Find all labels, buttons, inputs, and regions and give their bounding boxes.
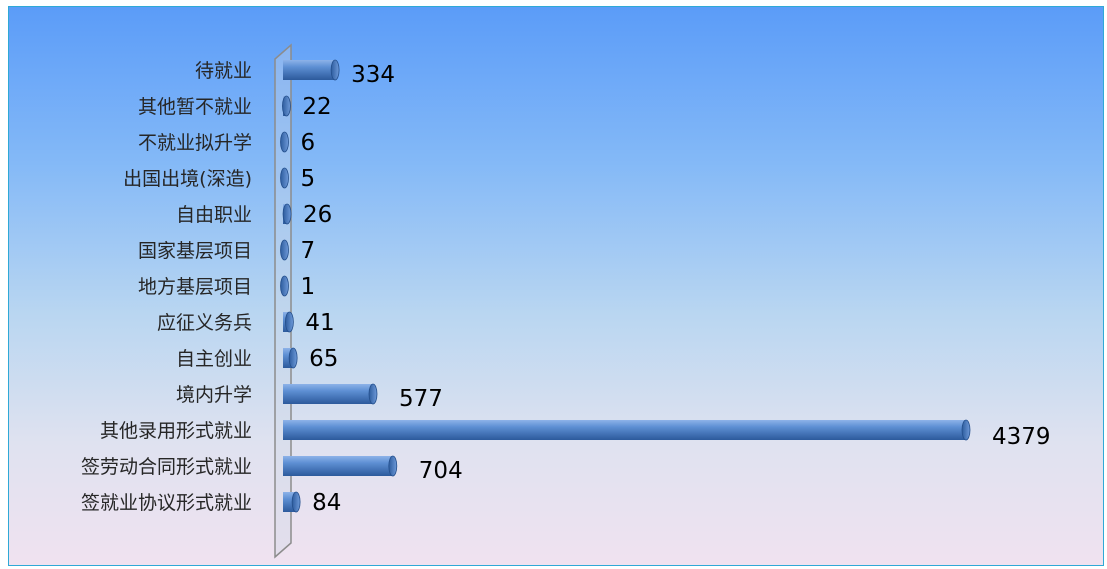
category-label-1: 待就业 [195, 60, 252, 82]
category-label-7: 地方基层项目 [138, 276, 252, 298]
category-label-10: 境内升学 [176, 384, 252, 406]
axis-back-panel [274, 43, 292, 559]
chart-frame: 待就业其他暂不就业 不就业拟升学出国出境(深造) 自由职业国家基层项目 地方基层项目应… [8, 6, 1104, 566]
bar-1-cap [330, 59, 340, 81]
value-label-2: 22 [302, 94, 331, 120]
category-label-11: 其他录用形式就业 [100, 420, 252, 442]
bar-3-cap [280, 131, 289, 153]
bar-4-cap [280, 167, 289, 189]
bar-5-cap [282, 203, 292, 225]
category-label-8: 应征义务兵 [157, 312, 252, 334]
bar-12-cap [388, 455, 398, 477]
bar-11 [283, 420, 966, 440]
value-label-12: 704 [419, 458, 463, 484]
bars-group [280, 59, 971, 513]
value-label-6: 7 [301, 238, 316, 264]
bar-11-cap [961, 419, 971, 441]
value-label-4: 5 [301, 166, 316, 192]
bar-6-cap [280, 239, 289, 261]
value-label-13: 84 [312, 490, 341, 516]
category-label-12: 签劳动合同形式就业 [81, 456, 252, 478]
bar-12 [283, 456, 393, 476]
value-label-11: 4379 [992, 424, 1051, 450]
category-label-5: 自由职业 [176, 204, 252, 226]
value-label-8: 41 [305, 310, 334, 336]
bar-9 [283, 348, 294, 368]
value-label-9: 65 [309, 346, 338, 372]
bar-10 [283, 384, 373, 404]
bar-7-cap [280, 275, 289, 297]
category-label-4: 出国出境(深造) [123, 168, 252, 190]
value-label-5: 26 [303, 202, 332, 228]
value-label-10: 577 [399, 386, 443, 412]
bar-13-cap [291, 491, 301, 513]
category-label-6: 国家基层项目 [138, 240, 252, 262]
bar-2-cap [282, 95, 291, 117]
category-label-3: 不就业拟升学 [138, 132, 252, 154]
bar-1 [283, 60, 336, 80]
category-label-13: 签就业协议形式就业 [81, 492, 252, 514]
value-label-7: 1 [301, 274, 316, 300]
value-label-3: 6 [301, 130, 316, 156]
category-label-9: 自主创业 [176, 348, 252, 370]
category-label-2: 其他暂不就业 [138, 96, 252, 118]
value-label-1: 334 [351, 62, 395, 88]
bar-10-cap [368, 383, 378, 405]
bar-8-cap [284, 311, 294, 333]
bar-9-cap [288, 347, 298, 369]
